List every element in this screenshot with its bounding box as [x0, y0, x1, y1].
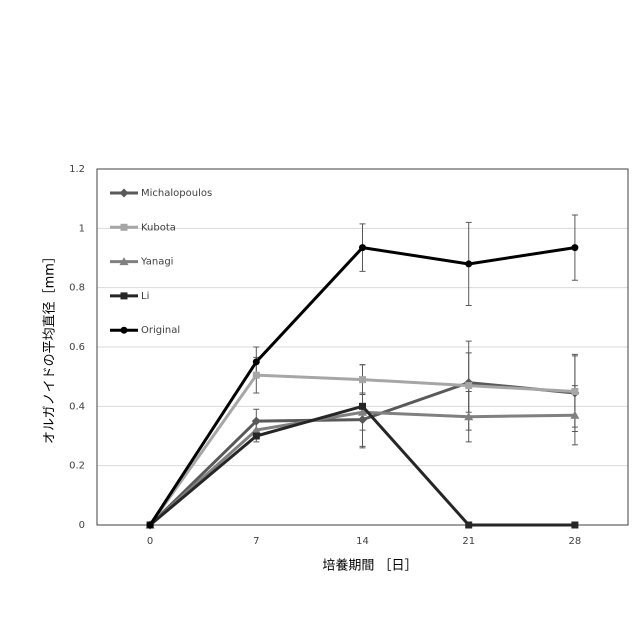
marker: [571, 388, 578, 395]
y-tick-label: 0: [79, 520, 85, 531]
marker: [121, 327, 128, 334]
legend-label: Yanagi: [140, 257, 173, 268]
marker: [253, 372, 260, 379]
marker: [465, 382, 472, 389]
marker: [571, 522, 578, 529]
y-tick-label: 1.2: [69, 164, 85, 175]
x-tick-label: 28: [569, 536, 582, 547]
chart: 培養期間 ［日］ オルガノイドの平均直径［mm］ 0 0.2 0.4 0.6 0.8 1 1…: [0, 0, 640, 640]
marker: [121, 292, 128, 299]
marker: [358, 415, 367, 424]
x-tick-label: 0: [147, 536, 153, 547]
y-tick-label: 0.6: [69, 342, 85, 353]
marker: [253, 358, 260, 365]
legend-label: Original: [141, 325, 180, 336]
marker: [253, 433, 260, 440]
legend-label: Li: [141, 291, 149, 302]
x-tick-label: 7: [253, 536, 259, 547]
marker: [121, 224, 128, 231]
x-tick-label: 14: [356, 536, 369, 547]
marker: [120, 189, 129, 198]
marker: [359, 403, 366, 410]
y-tick-label: 1: [79, 223, 85, 234]
x-axis-label: 培養期間 ［日］: [322, 558, 417, 574]
y-axis-label: オルガノイドの平均直径［mm］: [43, 250, 58, 444]
marker: [359, 376, 366, 383]
y-tick-label: 0.2: [69, 461, 85, 472]
legend-label: Michalopoulos: [141, 188, 212, 199]
legend-label: Kubota: [141, 222, 176, 233]
marker: [571, 244, 578, 251]
marker: [465, 260, 472, 267]
marker: [359, 244, 366, 251]
marker: [465, 522, 472, 529]
marker: [147, 522, 154, 529]
x-tick-label: 21: [462, 536, 475, 547]
y-tick-label: 0.4: [69, 401, 85, 412]
y-tick-label: 0.8: [69, 283, 85, 294]
